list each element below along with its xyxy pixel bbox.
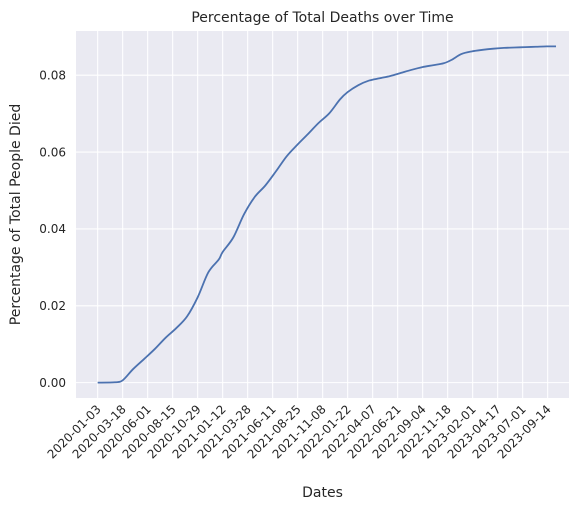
y-tick-label: 0.08: [39, 68, 66, 82]
y-tick-label: 0.06: [39, 145, 66, 159]
chart-title: Percentage of Total Deaths over Time: [191, 10, 453, 26]
y-tick-labels: 0.00 0.02 0.04 0.06 0.08: [39, 68, 66, 389]
y-tick-label: 0.04: [39, 222, 66, 236]
x-axis-label: Dates: [302, 485, 343, 501]
grid: [76, 31, 569, 398]
y-axis-label: Percentage of Total People Died: [8, 104, 24, 325]
y-tick-label: 0.02: [39, 299, 66, 313]
x-tick-labels: 2020-01-032020-03-182020-06-012020-08-15…: [45, 402, 554, 461]
series-line: [97, 45, 557, 384]
y-tick-label: 0.00: [39, 376, 66, 390]
